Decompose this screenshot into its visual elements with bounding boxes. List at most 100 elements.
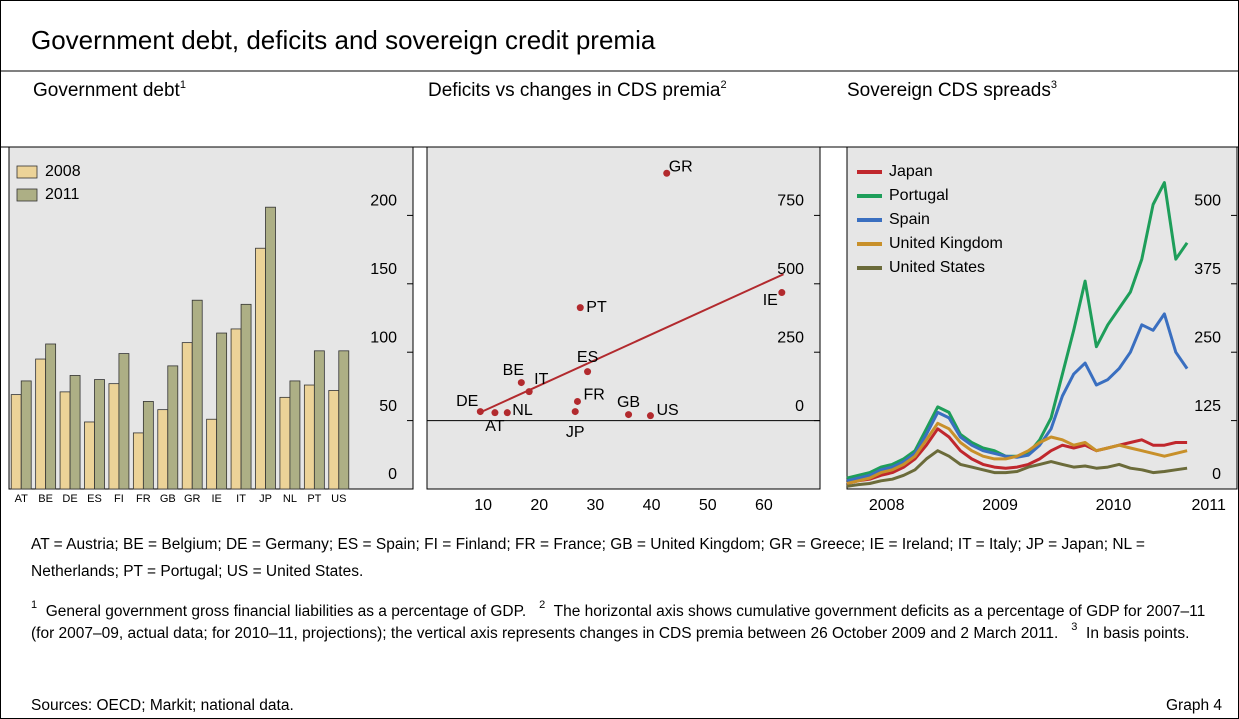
x-tick-label: BE [38,493,53,505]
bar [10,394,22,490]
point-label: GR [669,158,693,175]
y-tick-label: 750 [777,193,804,210]
x-tick-label: DE [62,493,77,505]
bar [132,432,144,490]
y-tick-label: 250 [1194,329,1221,346]
x-tick-label: 10 [474,497,492,514]
x-tick-label: 20 [530,497,548,514]
point [491,409,499,417]
legend-label: 2008 [45,163,81,180]
bar [289,380,301,490]
bar [157,409,169,490]
bar [191,299,203,490]
bar [338,350,350,490]
y-tick-label: 50 [379,398,397,415]
y-tick-label: 500 [1194,193,1221,210]
x-tick-label: 2011 [1191,497,1226,514]
plot-area [846,146,1238,490]
x-tick-label: US [331,493,346,505]
bar [84,421,95,490]
legend-label: Japan [889,163,933,180]
x-tick-label: 2010 [1096,497,1132,514]
x-tick-label: IT [236,493,246,505]
bar [20,380,32,490]
point-label: NL [512,402,533,419]
bar [230,328,242,490]
point [663,169,671,177]
point [625,411,633,419]
point-label: JP [566,424,585,441]
legend-label: 2011 [45,186,80,203]
legend-label: Portugal [889,187,949,204]
bar [279,396,291,490]
panel-title: Government debt1 [33,79,393,101]
title: Government debt, deficits and sovereign … [31,25,656,55]
point-label: IE [763,292,778,309]
legend-swatch [16,165,38,179]
bar [45,343,57,490]
x-tick-label: FI [114,493,124,505]
x-tick-label: GR [184,493,201,505]
point-label: IT [534,371,548,388]
x-tick-label: ES [87,493,102,505]
bar [240,303,252,490]
panel-title: Sovereign CDS spreads3 [847,79,1227,101]
y-tick-label: 125 [1194,398,1221,415]
bar [328,390,340,490]
y-tick-label: 200 [370,193,397,210]
x-tick-label: GB [160,493,176,505]
x-tick-label: 2009 [982,497,1018,514]
panel-title-text: Sovereign CDS spreads [847,80,1051,101]
series-line [846,421,1188,485]
bar [303,384,315,490]
point-label: ES [577,349,598,366]
x-tick-label: NL [283,493,297,505]
bar [94,379,105,490]
point-label: PT [586,299,607,316]
note-ref: 1 [179,79,186,91]
legend-swatch [16,188,38,202]
bar [142,401,154,490]
bar [108,383,120,490]
x-tick-label: PT [307,493,321,505]
point [517,379,525,387]
bar [59,391,71,490]
bar [181,342,193,490]
panel-title-text: Deficits vs changes in CDS premia [428,80,721,101]
note-ref: 2 [720,79,727,91]
bar [118,353,130,490]
x-tick-label: 2008 [869,497,905,514]
point [573,397,581,405]
abbreviations: AT = Austria; BE = Belgium; DE = Germany… [31,536,1145,580]
x-tick-label: AT [15,493,29,505]
point-label: US [656,402,678,419]
y-tick-label: 0 [388,466,397,483]
note-ref: 3 [1071,621,1078,633]
point [476,408,484,416]
x-tick-label: 50 [699,497,717,514]
bar [35,358,47,490]
point [571,408,579,416]
y-tick-label: 375 [1194,261,1221,278]
plot-area [426,146,821,490]
y-tick-label: 150 [370,261,397,278]
series-line [846,449,1188,488]
footnote: In basis points. [1086,625,1190,642]
point-label: FR [583,387,604,404]
x-tick-label: 40 [643,497,661,514]
note-ref: 2 [539,599,546,611]
x-tick-label: IE [211,493,221,505]
footnote: General government gross financial liabi… [45,603,527,620]
bar [313,350,325,490]
footnote: The horizontal axis shows cumulative gov… [31,603,1206,642]
graph-label: Graph 4 [1165,697,1222,714]
bar [167,365,179,490]
sources: Sources: OECD; Markit; national data. [31,697,294,714]
bar [69,375,81,490]
y-tick-label: 0 [795,398,804,415]
bar [216,332,228,490]
note-ref: 3 [1050,79,1057,91]
x-tick-label: 60 [755,497,773,514]
point-label: AT [485,418,504,435]
x-tick-label: JP [259,493,272,505]
